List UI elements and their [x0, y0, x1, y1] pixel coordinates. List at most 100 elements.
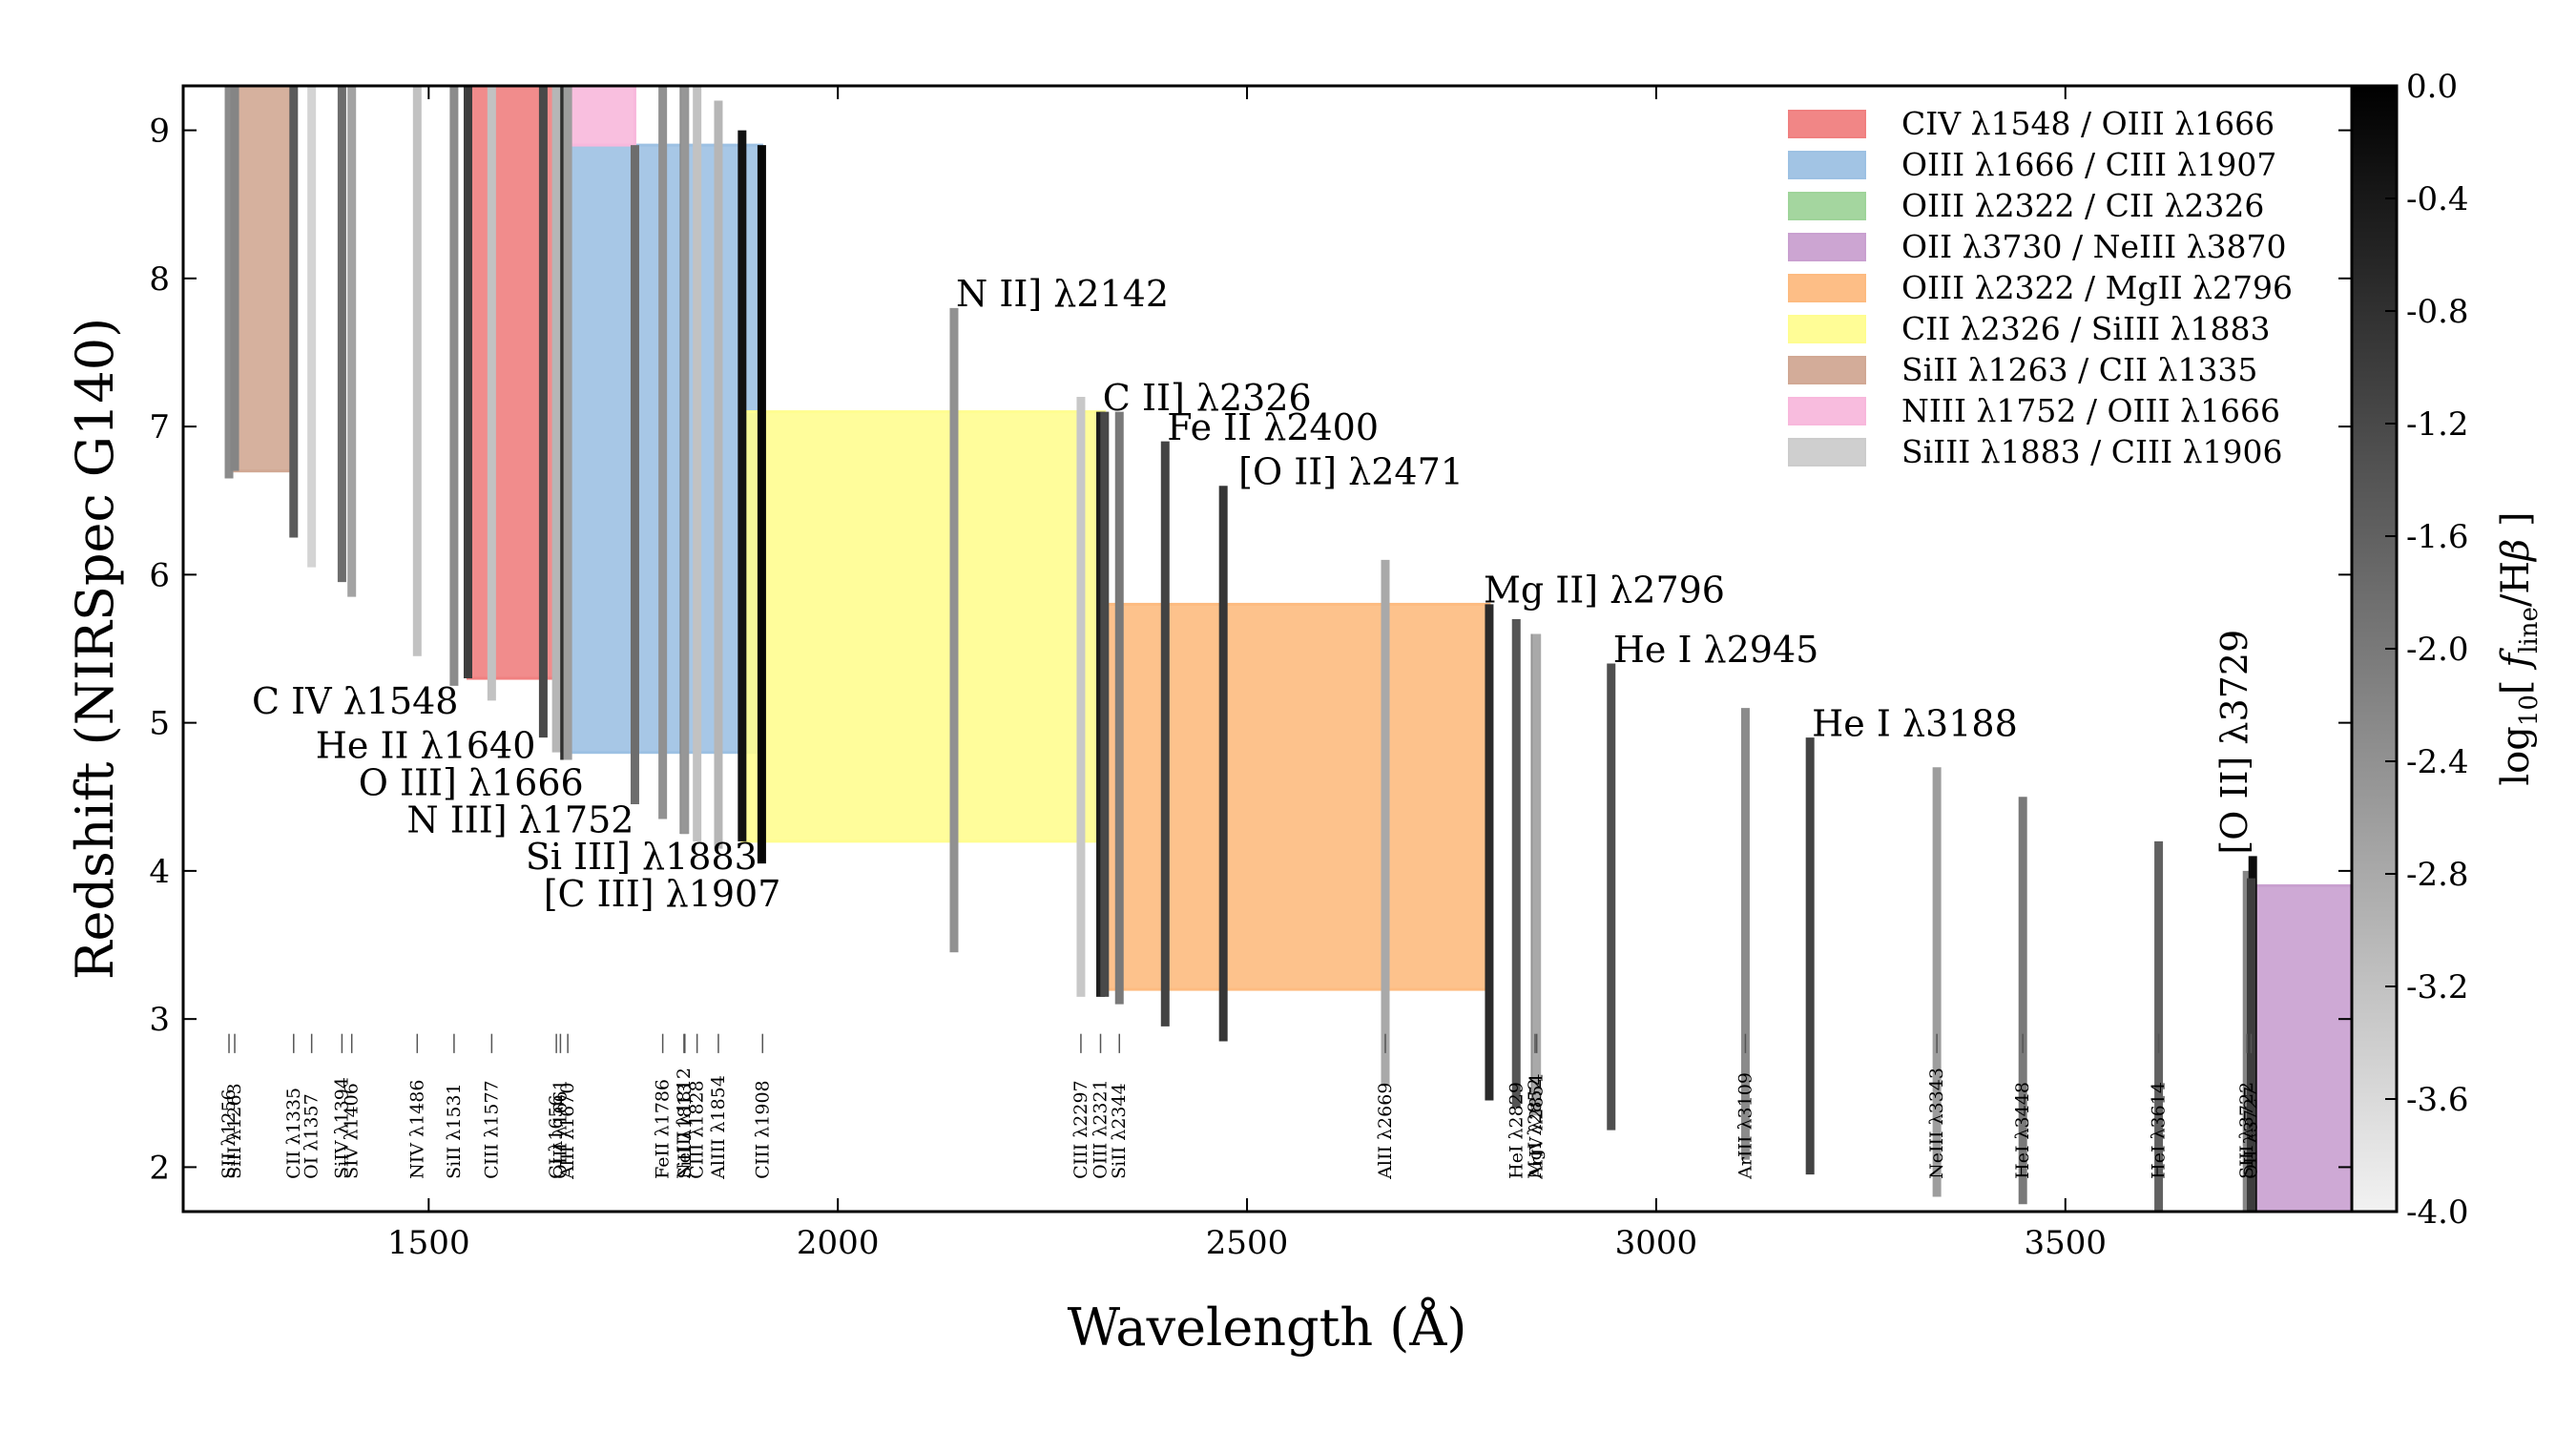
- ratio-box-7: [563, 86, 636, 147]
- legend-swatch-0: [1788, 110, 1866, 138]
- colorbar-tick-label-8: -3.2: [2406, 968, 2469, 1006]
- x-tick-label-1: 2000: [797, 1224, 880, 1262]
- y-tick-label-3: 5: [149, 705, 170, 743]
- small-line-label-0: SII λ1256: [218, 1089, 239, 1178]
- small-line-label-7: SiII λ1531: [444, 1083, 465, 1179]
- y-axis-label: Redshift (NIRSpec G140): [65, 318, 125, 980]
- small-line-label-19: OIII λ2321: [1091, 1079, 1111, 1179]
- line-label-1: He II λ1640: [316, 725, 536, 767]
- legend-entry-8: SiIII λ1883 / CIII λ1906: [1901, 433, 2283, 470]
- small-line-label-16: AlIII λ1854: [708, 1075, 729, 1180]
- small-line-label-1: SiII λ1263: [224, 1083, 245, 1179]
- legend-entry-5: CII λ2326 / SiIII λ1883: [1901, 310, 2270, 347]
- colorbar-tick-label-3: -1.2: [2406, 405, 2469, 444]
- small-line-label-24: ArIV λ2854: [1527, 1073, 1548, 1179]
- colorbar-tick-label-2: -0.8: [2406, 293, 2469, 331]
- colorbar-tick-label-10: -4.0: [2406, 1193, 2469, 1232]
- small-line-label-22: HeI λ2829: [1506, 1082, 1527, 1179]
- line-label-7: C II] λ2326: [1103, 377, 1312, 419]
- line-label-8: Fe II λ2400: [1167, 406, 1379, 448]
- line-label-4: Si III] λ1883: [526, 836, 758, 878]
- y-tick-label-2: 4: [149, 853, 170, 891]
- line-label-5: [C III] λ1907: [544, 873, 781, 915]
- colorbar-tick-label-1: -0.4: [2406, 180, 2469, 218]
- x-tick-label-3: 3000: [1615, 1224, 1698, 1262]
- colorbar-tick-label-7: -2.8: [2406, 856, 2469, 894]
- ratio-box-3: [2252, 883, 2352, 1212]
- y-tick-label-7: 9: [149, 113, 170, 151]
- axis-ticks: 1500 2000 2500 3000 3500 2 3 4 5 6 7 8 9: [149, 86, 2352, 1262]
- line-label-11: He I λ2945: [1613, 629, 1819, 671]
- legend-entry-6: SiII λ1263 / CII λ1335: [1901, 351, 2257, 388]
- small-line-label-8: CIII λ1577: [481, 1080, 502, 1179]
- line-tick-marks: [228, 1033, 2253, 1053]
- small-line-label-15: CIII λ1828: [687, 1080, 708, 1179]
- ratio-box-4: [1099, 602, 1491, 991]
- colorbar-tick-label-4: -1.6: [2406, 518, 2469, 556]
- colorbar-ticks: 0.0 -0.4 -0.8 -1.2 -1.6 -2.0 -2.4 -2.8 -3.2 -3.6 -…: [2385, 68, 2469, 1232]
- colorbar-label: log10[ fline/Hβ ]: [2494, 511, 2544, 785]
- small-line-label-14: SiII λ1813: [675, 1083, 696, 1179]
- small-line-label-23: MgI λ2852: [1525, 1078, 1546, 1179]
- small-line-label-11: AlII λ1670: [557, 1083, 578, 1180]
- line-label-6: N II] λ2142: [956, 273, 1169, 315]
- small-line-label-30: OII λ3727: [2240, 1087, 2261, 1179]
- small-line-label-20: SiII λ2344: [1109, 1083, 1130, 1179]
- small-line-label-26: NeIII λ3343: [1926, 1068, 1947, 1179]
- legend-entry-2: OIII λ2322 / CII λ2326: [1901, 187, 2264, 224]
- line-label-9: [O II] λ2471: [1238, 450, 1464, 492]
- x-tick-label-0: 1500: [387, 1224, 470, 1262]
- legend-entry-1: OIII λ1666 / CIII λ1907: [1901, 146, 2276, 183]
- legend-swatch-4: [1788, 274, 1866, 302]
- small-line-label-29: SIII λ3722: [2236, 1082, 2257, 1179]
- colorbar-tick-label-6: -2.4: [2406, 743, 2469, 781]
- small-line-label-13: NeIII λ1812: [674, 1068, 695, 1179]
- legend-swatch-3: [1788, 233, 1866, 261]
- y-tick-label-1: 3: [149, 1001, 170, 1039]
- small-line-label-27: HeI λ3448: [2012, 1082, 2033, 1179]
- legend-entry-0: CIV λ1548 / OIII λ1666: [1901, 105, 2275, 142]
- y-tick-label-0: 2: [149, 1149, 170, 1187]
- small-line-label-17: CIII λ1908: [752, 1080, 773, 1179]
- y-tick-label-6: 8: [149, 260, 170, 299]
- small-line-label-21: AlII λ2669: [1375, 1083, 1396, 1180]
- emission-lines: [224, 86, 2257, 1212]
- small-line-label-28: HeI λ3614: [2149, 1082, 2170, 1179]
- legend-swatch-5: [1788, 315, 1866, 343]
- line-label-10: Mg II] λ2796: [1484, 570, 1725, 612]
- small-line-label-4: SiIV λ1394: [331, 1077, 352, 1179]
- small-line-label-3: OI λ1357: [301, 1093, 322, 1179]
- ratio-box-0: [466, 86, 567, 680]
- legend: CIV λ1548 / OIII λ1666 OIII λ1666 / CIII …: [1788, 105, 2293, 470]
- x-tick-label-2: 2500: [1206, 1224, 1289, 1262]
- ratio-box-6: [233, 86, 296, 473]
- ratio-box-5: [740, 410, 1107, 843]
- colorbar-tick-label-5: -2.0: [2406, 631, 2469, 669]
- colorbar-tick-label-9: -3.6: [2406, 1081, 2469, 1119]
- y-tick-label-4: 6: [149, 556, 170, 594]
- legend-entry-7: NIII λ1752 / OIII λ1666: [1901, 392, 2280, 429]
- x-tick-label-4: 3500: [2025, 1224, 2108, 1262]
- x-axis-label: Wavelength (Å): [1068, 1296, 1467, 1358]
- y-tick-label-5: 7: [149, 408, 170, 446]
- small-line-label-25: ArIII λ3109: [1735, 1072, 1755, 1180]
- legend-swatch-1: [1788, 151, 1866, 179]
- small-line-label-2: CII λ1335: [283, 1088, 304, 1179]
- line-label-3: N III] λ1752: [406, 798, 634, 840]
- small-line-label-6: NIV λ1486: [406, 1080, 427, 1179]
- line-label-12: He I λ3188: [1812, 702, 2018, 744]
- legend-swatch-6: [1788, 356, 1866, 384]
- legend-swatch-7: [1788, 397, 1866, 425]
- colorbar-tick-label-0: 0.0: [2406, 68, 2458, 106]
- line-label-13: [O II] λ3729: [2213, 630, 2255, 855]
- legend-swatch-8: [1788, 438, 1866, 467]
- small-line-label-10: OIII λ1661: [550, 1079, 571, 1179]
- legend-swatch-2: [1788, 192, 1866, 220]
- small-line-label-12: FeII λ1786: [653, 1079, 674, 1179]
- small-line-label-9: CI λ1656: [546, 1094, 567, 1178]
- legend-entry-3: OII λ3730 / NeIII λ3870: [1901, 228, 2287, 265]
- small-line-label-18: CIII λ2297: [1070, 1080, 1091, 1179]
